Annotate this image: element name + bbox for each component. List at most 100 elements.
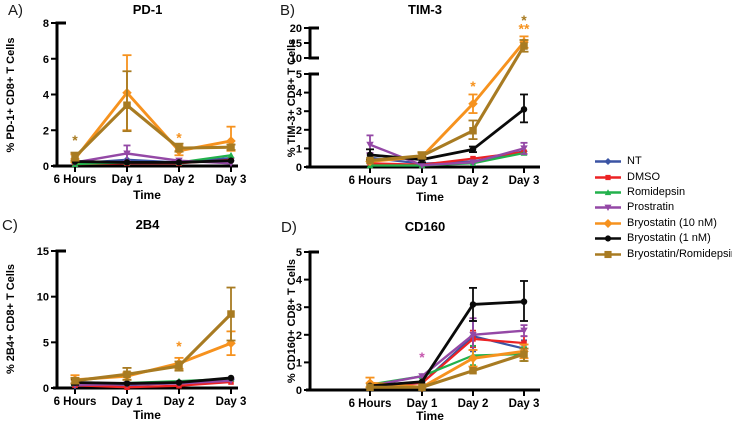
data-point: [520, 327, 528, 335]
data-point: [123, 159, 131, 166]
legend-item-prostratin: Prostratin: [594, 200, 732, 215]
legend-symbol: [603, 218, 613, 228]
data-point: [175, 379, 183, 386]
x-tick-label: 6 Hours: [54, 396, 97, 408]
data-point: [366, 156, 374, 165]
data-point: [469, 366, 477, 375]
data-point: [175, 362, 183, 370]
significance-asterisk: *: [419, 349, 425, 365]
significance-asterisk: *: [72, 132, 78, 148]
legend-item-nt: NT: [594, 154, 732, 169]
panel-d-title: CD160: [404, 219, 446, 234]
legend-label: Romidepsin: [627, 185, 686, 198]
panel-b-label: B): [280, 2, 295, 19]
significance-asterisk: *: [470, 78, 476, 94]
y-tick-label: 3: [296, 302, 302, 314]
panel-c: C) 2B4 0 5 10 15 6 Hours Day 1 Day 2 Day 3 % 2B4…: [0, 215, 262, 427]
legend-label: NT: [627, 155, 642, 168]
y-tick-label: 4: [296, 88, 303, 100]
data-point: [418, 162, 426, 169]
legend-symbol: [604, 158, 612, 166]
legend-marker-bryostatin-romidepsin: [595, 250, 621, 258]
x-axis: 6 Hours Day 1 Day 2 Day 3: [53, 164, 247, 186]
x-tick-label: Day 3: [216, 396, 247, 408]
annotations: * *: [72, 129, 182, 148]
chart-pd1: 0 2 4 6 8 6 Hours Day 1 Day 2 Day 3 % PD-1+ CD8+ …: [5, 18, 247, 202]
legend-symbol: [604, 250, 612, 258]
legend: NT DMSO Romidepsin Prostratin Bryostatin (10…: [594, 154, 732, 262]
data-point: [469, 126, 477, 135]
data-point: [227, 143, 235, 151]
series-bryostatin-romidepsin: [70, 286, 236, 385]
data-point: [366, 383, 374, 391]
data-point: [71, 376, 79, 385]
x-tick-label: Day 1: [407, 175, 438, 187]
y-axis: 0 5 10 15: [37, 246, 66, 395]
annotations: *: [176, 338, 182, 354]
x-tick-label: Day 3: [509, 175, 540, 187]
legend-marker-dmso: [595, 174, 621, 180]
data-point: [123, 150, 131, 158]
legend-item-bryostatin-1-nm: Bryostatin (1 nM): [594, 231, 732, 246]
x-axis-label: Time: [133, 188, 161, 202]
data-point: [520, 145, 528, 153]
y-axis-label: % TIM-3+ CD8+ T Cells: [286, 39, 298, 158]
y-tick-label: 6: [43, 54, 49, 66]
panel-d: D) CD160 0 1 2 3 4 5 6 Hours Day 1 Day 2 Day 3 % C…: [278, 215, 550, 427]
y-tick-label: 0: [296, 162, 302, 174]
data-point: [418, 152, 426, 160]
data-point: [418, 373, 426, 380]
series-bryostatin-romidepsin: [366, 347, 529, 391]
chart-2b4: 0 5 10 15 6 Hours Day 1 Day 2 Day 3 % 2B4+ CD8+ …: [5, 246, 247, 422]
panel-b-title: TIM-3: [408, 2, 442, 17]
legend-label: Bryostatin (10 nM): [627, 216, 717, 229]
legend-item-dmso: DMSO: [594, 169, 732, 184]
x-tick-label: Day 2: [458, 398, 489, 410]
significance-asterisk: *: [176, 129, 182, 145]
legend-label: Prostratin: [627, 201, 675, 214]
legend-marker-prostratin: [595, 205, 621, 212]
x-axis: 6 Hours Day 1 Day 2 Day 3: [53, 386, 247, 408]
data-point: [521, 340, 527, 346]
x-tick-label: 6 Hours: [349, 398, 392, 410]
panel-a-title: PD-1: [132, 2, 163, 17]
data-point: [123, 370, 131, 379]
data-point: [469, 331, 477, 339]
panel-a: A) PD-1 0 2 4 6 8 6 Hours Day 1 Day 2 Day 3 % PD-…: [0, 0, 262, 214]
panel-c-title: 2B4: [135, 217, 160, 232]
legend-label: Bryostatin/Romidepsin: [627, 247, 732, 260]
data-point: [520, 42, 528, 50]
panel-c-label: C): [2, 217, 18, 234]
x-tick-label: 6 Hours: [54, 174, 97, 186]
y-tick-label: 4: [296, 275, 303, 287]
y-axis: 0 2 4 6 8: [43, 18, 66, 173]
y-tick-label: 0: [43, 383, 49, 395]
significance-asterisk: *: [521, 12, 527, 28]
x-tick-label: Day 3: [216, 174, 247, 186]
legend-item-bryostatin-romidepsin: Bryostatin/Romidepsin: [594, 246, 732, 261]
y-axis-label: % CD160+ CD8+ T Cells: [286, 259, 298, 383]
annotations: ****: [470, 12, 530, 94]
y-tick-label: 5: [43, 337, 49, 349]
legend-marker-bryostatin-1-nm: [595, 235, 621, 242]
panel-b: B) TIM-3 0 1 2 3 4 5 10 15 20 6 Hours Day 1 Day 2 Da…: [278, 0, 550, 214]
data-point: [366, 151, 374, 159]
legend-label: Bryostatin (1 nM): [627, 232, 711, 245]
y-tick-label: 2: [296, 125, 302, 137]
y-tick-label: 8: [43, 18, 49, 30]
x-axis-label: Time: [416, 409, 444, 423]
x-tick-label: Day 1: [112, 174, 143, 186]
y-axis-label: % 2B4+ CD8+ T Cells: [5, 264, 17, 374]
chart-tim3: 0 1 2 3 4 5 10 15 20 6 Hours Day 1 Day 2 Day 3 % TIM-…: [286, 12, 540, 204]
data-point: [123, 101, 131, 109]
data-point: [175, 144, 183, 152]
data-point: [227, 157, 235, 164]
significance-asterisk: *: [176, 338, 182, 354]
x-tick-label: Day 1: [112, 396, 143, 408]
legend-symbol: [604, 205, 612, 212]
y-axis-label: % PD-1+ CD8+ T Cells: [5, 38, 17, 153]
y-tick-label: 3: [296, 106, 302, 118]
data-point: [470, 155, 476, 162]
data-point: [468, 99, 478, 109]
